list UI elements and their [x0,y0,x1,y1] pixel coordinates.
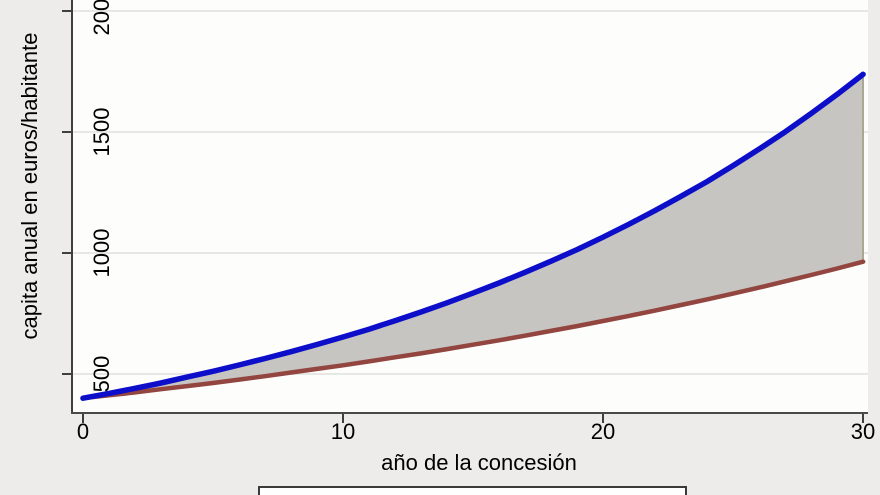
x-tick [342,414,345,423]
x-tick [862,414,865,423]
y-gridline [73,251,868,254]
y-gridline [73,130,868,133]
x-tick-label: 10 [330,419,356,444]
maroon-lower-curve [80,259,866,401]
x-axis-line [71,412,868,414]
x-tick [82,414,84,423]
y-tick [62,9,72,12]
y-tick [62,251,72,254]
shaded-area [83,74,864,399]
x-tick-label: 30 [850,419,876,444]
y-tick [62,130,72,133]
x-tick [602,414,605,423]
y-gridline [73,372,868,375]
x-tick-label: 20 [590,419,616,444]
y-axis-title: capita anual en euros/habitante [17,32,42,340]
y-axis-line [71,0,73,414]
y-gridline [73,9,868,12]
legend-box [258,486,687,495]
x-axis-title: año de la concesión [381,450,577,475]
blue-upper-curve [80,71,866,401]
x-tick-label: 0 [76,419,90,444]
y-tick [62,372,72,375]
